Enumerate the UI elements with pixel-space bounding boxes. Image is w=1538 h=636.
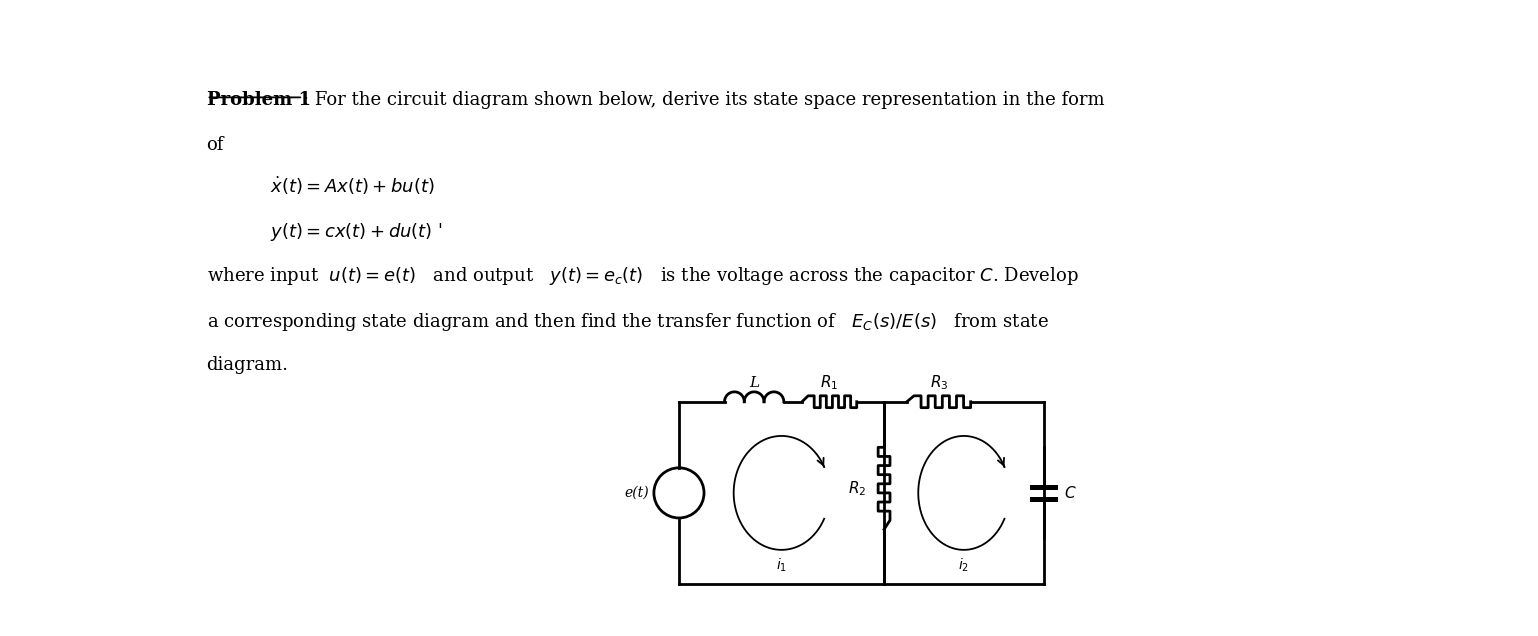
Text: $\dot{x}(t) = Ax(t) + bu(t)$: $\dot{x}(t) = Ax(t) + bu(t)$ xyxy=(269,174,435,197)
Text: $y(t) = cx(t) + du(t)$ ': $y(t) = cx(t) + du(t)$ ' xyxy=(269,221,443,243)
Text: : For the circuit diagram shown below, derive its state space representation in : : For the circuit diagram shown below, d… xyxy=(303,91,1104,109)
Text: $R_2$: $R_2$ xyxy=(847,479,866,498)
Text: e(t): e(t) xyxy=(624,486,649,500)
Text: L: L xyxy=(749,377,760,391)
Text: where input  $u(t) = e(t)$   and output   $y(t) = e_c(t)$   is the voltage acros: where input $u(t) = e(t)$ and output $y(… xyxy=(206,265,1078,287)
Text: $C$: $C$ xyxy=(1064,485,1077,501)
Text: $i_2$: $i_2$ xyxy=(958,556,969,574)
Text: of: of xyxy=(206,136,225,154)
Text: a corresponding state diagram and then find the transfer function of   $E_C(s)/E: a corresponding state diagram and then f… xyxy=(206,312,1049,333)
Text: Problem 1: Problem 1 xyxy=(206,91,311,109)
Text: $R_1$: $R_1$ xyxy=(820,373,838,392)
Text: $i_1$: $i_1$ xyxy=(777,556,787,574)
Text: diagram.: diagram. xyxy=(206,356,289,375)
Text: $R_3$: $R_3$ xyxy=(929,373,947,392)
